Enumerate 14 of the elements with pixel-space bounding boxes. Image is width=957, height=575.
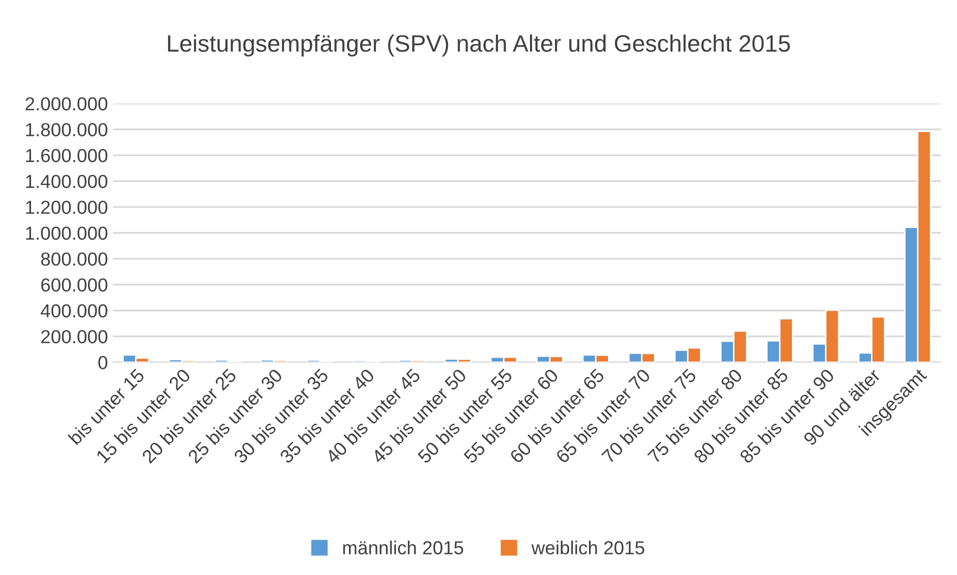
y-tick-label: 400.000 xyxy=(40,304,108,318)
y-tick-label: 1.600.000 xyxy=(26,148,108,162)
y-tick-label: 200.000 xyxy=(41,330,108,344)
y-tick-label: 1.800.000 xyxy=(26,123,108,136)
chart-title: Leistungsempfänger (SPV) nach Alter und Geschlecht 2015 xyxy=(168,34,790,57)
y-tick-label: 2.000.000 xyxy=(26,97,108,110)
y-tick-label: 1.000.000 xyxy=(26,226,108,240)
y-tick-label: 800.000 xyxy=(41,252,108,266)
y-tick-label: 600.000 xyxy=(41,278,108,292)
legend-label: männlich 2015 xyxy=(343,540,464,554)
legend-label: weiblich 2015 xyxy=(531,540,644,554)
y-tick-label: 1.200.000 xyxy=(26,200,108,214)
y-tick-label: 1.400.000 xyxy=(26,174,108,188)
y-tick-label: 0 xyxy=(98,356,108,370)
